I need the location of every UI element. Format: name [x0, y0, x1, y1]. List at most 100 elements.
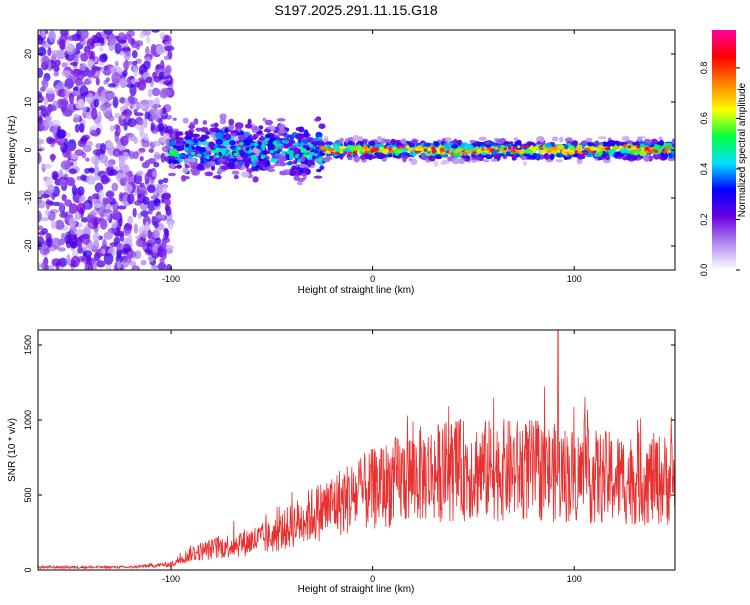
y-tick-label: 0 [23, 567, 33, 572]
spectrogram-cell [267, 168, 276, 173]
spectrogram-cell [639, 150, 647, 157]
spectrogram-cell [410, 147, 414, 151]
spectrogram-cell [133, 173, 143, 185]
spectrogram-cell [141, 230, 148, 239]
spectrogram-cell [609, 146, 614, 150]
spectrogram-cell [107, 83, 117, 88]
spectrogram-cell [46, 88, 55, 95]
spectrogram-cell [47, 184, 55, 193]
spectrogram-cell [133, 66, 138, 77]
spectrogram-cell [578, 151, 583, 155]
spectrogram-cell [354, 145, 363, 151]
spectrogram-cell [400, 152, 408, 157]
spectrogram-cell [261, 143, 266, 151]
spectrogram-cell [204, 171, 214, 177]
spectrogram-cell [426, 150, 432, 155]
spectrogram-cell [221, 165, 230, 171]
spectrogram-cell [318, 161, 323, 165]
spectrogram-cell [141, 140, 150, 148]
spectrogram-cell [261, 151, 268, 156]
spectrogram-cell [552, 150, 556, 154]
spectrogram-cell [153, 197, 161, 207]
spectrogram-cell [224, 153, 229, 157]
spectrogram-cell [48, 30, 56, 43]
spectrogram-cell [564, 137, 573, 143]
spectrogram-cell [499, 147, 503, 151]
spectrogram-cell [423, 142, 431, 147]
spectrogram-cell [443, 142, 452, 149]
spectrogram-cell [411, 152, 417, 157]
spectrogram-cell [289, 153, 294, 161]
spectrogram-cell [221, 151, 226, 155]
spectrogram-cell [230, 145, 235, 150]
spectrogram-cell [151, 113, 160, 121]
spectrogram-cell [140, 259, 147, 266]
spectrogram-cell [142, 196, 150, 205]
spectrogram-cell [51, 258, 62, 267]
spectrogram-cell [236, 146, 241, 151]
spectrogram-cell [38, 196, 42, 204]
spectrogram-cell [333, 144, 340, 151]
spectrogram-cell [50, 119, 61, 127]
spectrogram-cell [463, 152, 468, 156]
spectrogram-cell [195, 127, 202, 132]
spectrogram-cell [77, 247, 83, 254]
spectrogram-cell [127, 250, 137, 258]
spectrogram-cell [51, 49, 61, 56]
spectrogram-cell [143, 132, 149, 142]
spectrogram-cell [38, 138, 43, 145]
spectrogram-cell [587, 149, 592, 153]
spectrogram-cell [145, 221, 150, 232]
spectrogram-cell [127, 215, 134, 225]
colorbar-label: Normalized spectral amplitude [737, 82, 748, 217]
spectrogram-cell [203, 163, 212, 168]
spectrogram-cell [468, 150, 472, 154]
spectrogram-cell [163, 227, 169, 234]
spectrogram-cell [57, 247, 67, 252]
colorbar-tick-label: 0.6 [699, 112, 709, 125]
spectrogram-cell [318, 157, 323, 161]
spectrogram-cell [290, 169, 297, 175]
spectrogram-cell [559, 136, 564, 143]
spectrogram-cell [503, 147, 508, 151]
spectrogram-cell [215, 138, 223, 145]
spectrogram-cell [339, 150, 344, 154]
spectrogram-cell [622, 156, 628, 161]
spectrogram-cell [486, 154, 491, 159]
spectrogram-cell [145, 36, 151, 44]
spectrogram-cell [38, 46, 47, 57]
spectrogram-cell [38, 152, 41, 164]
spectrogram-cell [79, 85, 89, 97]
spectrogram-cell [543, 147, 547, 151]
spectrogram-cell [287, 142, 293, 147]
x-tick-label: 0 [370, 574, 375, 584]
spectrogram-cell [145, 76, 153, 84]
spectrogram-cell [650, 138, 658, 145]
spectrogram-cell [605, 147, 610, 151]
spectrogram-cell [226, 162, 236, 168]
spectrogram-cell [132, 60, 138, 66]
spectrogram-cell [640, 147, 645, 151]
spectrogram-cell [476, 148, 481, 152]
spectrogram-cell [176, 164, 182, 169]
spectrogram-cell [325, 153, 332, 157]
y-tick-label: 20 [23, 49, 33, 59]
spectrogram-cell [283, 169, 292, 176]
spectrogram-cell [139, 32, 146, 39]
spectrogram-cell [419, 147, 423, 152]
spectrogram-cell [163, 80, 173, 86]
spectrogram-cell [127, 193, 135, 205]
spectrogram-cell [636, 136, 643, 142]
spectrogram-cell [67, 35, 78, 41]
spectrogram-cell [127, 118, 137, 128]
spectrogram-cell [61, 70, 72, 77]
spectrogram-cell [105, 77, 111, 82]
spectrogram-cell [387, 153, 393, 158]
spectrogram-cell [80, 174, 87, 181]
spectrogram-cell [87, 242, 94, 251]
spectrogram-cell [327, 147, 335, 152]
spectrogram-cell [78, 197, 84, 203]
spectrogram-cell [43, 96, 48, 106]
spectrogram-cell [88, 50, 94, 61]
spectrogram-cell [107, 227, 117, 234]
